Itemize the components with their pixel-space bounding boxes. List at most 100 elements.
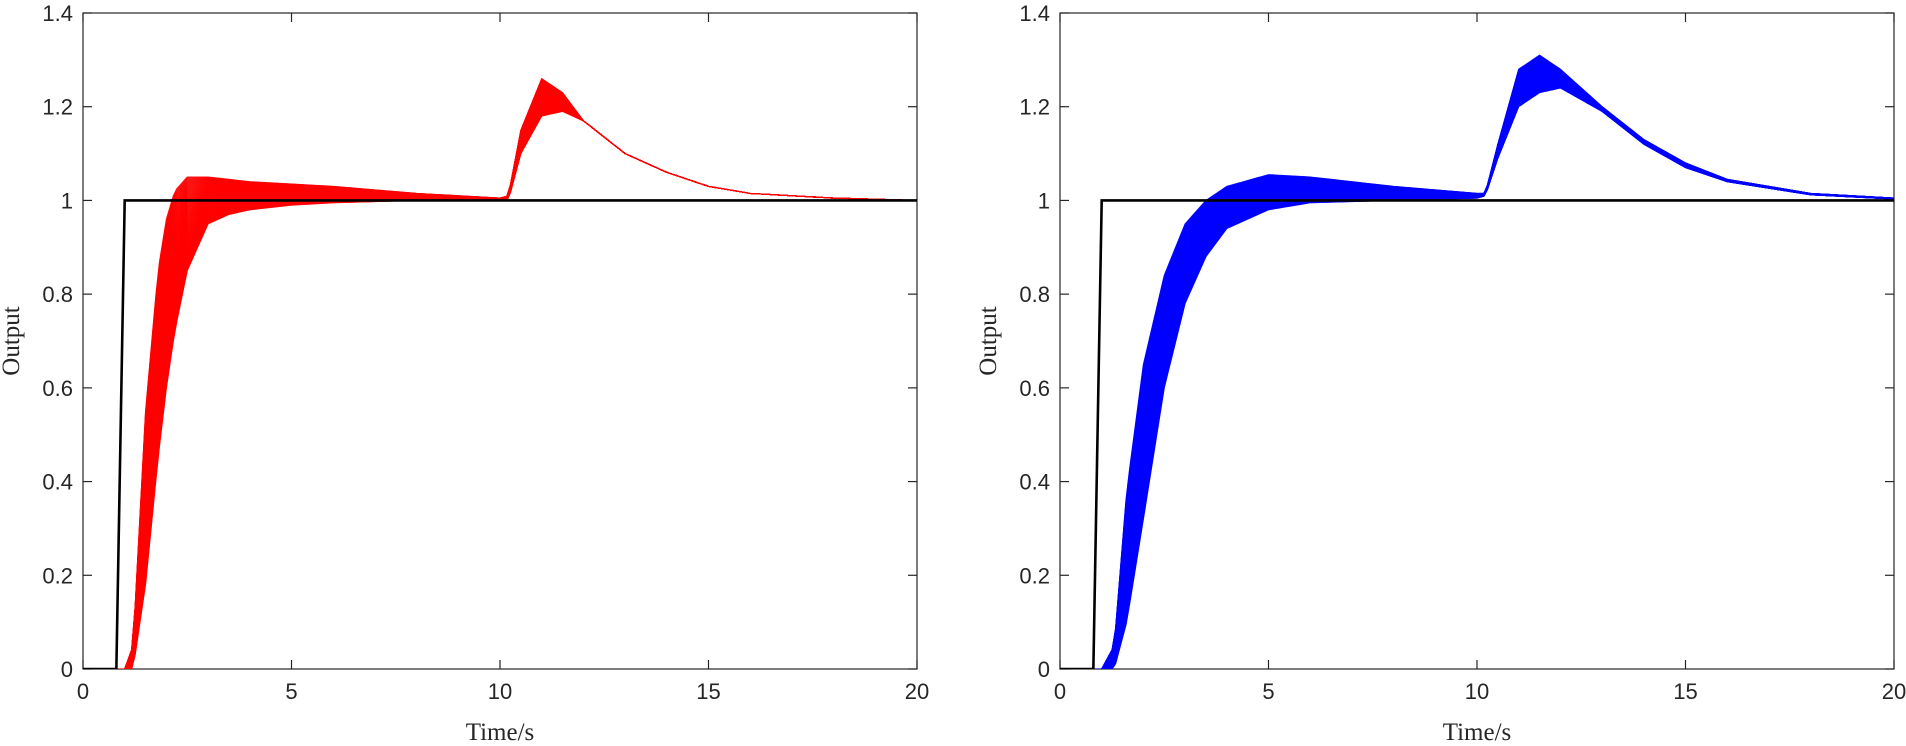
ensemble-curve <box>1060 67 1894 669</box>
ensemble-curve <box>1060 56 1894 669</box>
ensemble-curve <box>1060 79 1894 669</box>
ensemble-curve <box>1060 83 1894 669</box>
ensemble-curve <box>1060 57 1894 669</box>
plot-area <box>83 77 917 669</box>
x-tick-label: 15 <box>1673 679 1697 704</box>
y-tick-label: 0.6 <box>42 376 73 401</box>
ensemble-curve <box>1060 83 1894 669</box>
ensemble-curve <box>83 80 917 669</box>
ensemble-curve <box>1060 72 1894 669</box>
ensemble-curve <box>83 88 917 669</box>
left-plot-panel: 0 5 10 15 20 0 0.2 0.4 0.6 0.8 1 1.2 1.4 Time/s Output <box>0 1 929 746</box>
ensemble-curve <box>1060 78 1894 669</box>
y-axis-label: Output <box>975 306 1002 376</box>
ensemble-curve <box>1060 76 1894 669</box>
x-tick-label: 20 <box>905 679 929 704</box>
ensemble-curve <box>1060 81 1894 669</box>
ensemble-curve <box>1060 83 1894 669</box>
ensemble-curve <box>83 81 917 669</box>
ensemble-curve <box>83 78 917 669</box>
y-tick-label: 1 <box>1038 188 1050 213</box>
x-axis-label: Time/s <box>1443 719 1512 746</box>
y-tick-label: 0.2 <box>42 563 73 588</box>
ensemble-curve <box>1060 83 1894 669</box>
ensemble-curve <box>1060 65 1894 669</box>
ensemble-curve <box>1060 62 1894 669</box>
ensemble-curve <box>1060 68 1894 669</box>
ensemble-curve <box>1060 82 1894 669</box>
ensemble-curve <box>83 79 917 669</box>
ensemble-curve <box>83 81 917 669</box>
x-tick-label: 0 <box>1054 679 1066 704</box>
ensemble-curve <box>1060 85 1894 669</box>
ensemble-curve <box>1060 73 1894 669</box>
x-axis-label: Time/s <box>466 719 535 746</box>
axes-frame <box>1059 12 1895 670</box>
ensemble-curve <box>1060 62 1894 669</box>
ensemble-curve <box>1060 71 1894 669</box>
ensemble-curve <box>83 85 917 669</box>
ensemble-curve <box>83 85 917 669</box>
ensemble-curve <box>1060 75 1894 669</box>
x-tick-label: 0 <box>77 679 89 704</box>
ensemble-curve <box>83 79 917 669</box>
ensemble-curve <box>83 87 917 669</box>
ensemble-curve <box>1060 56 1894 669</box>
ensemble-curve <box>83 88 917 669</box>
y-axis-label: Output <box>0 306 25 376</box>
ensemble-curve <box>1060 77 1894 669</box>
ensemble-curve <box>1060 82 1894 669</box>
ensemble-curve <box>1060 75 1894 669</box>
ensemble-curve <box>1060 81 1894 669</box>
ensemble-curve <box>1060 84 1894 669</box>
ensemble-curve <box>1060 61 1894 669</box>
ensemble-curve <box>1060 60 1894 669</box>
ensemble-curve <box>1060 82 1894 669</box>
y-tick-label: 0 <box>1038 657 1050 682</box>
ensemble-curve <box>1060 87 1894 669</box>
ensemble-curve <box>83 84 917 669</box>
ensemble-curve <box>1060 86 1894 669</box>
ensemble-curve <box>1060 86 1894 669</box>
y-tick-label: 0.4 <box>42 470 73 495</box>
ensemble-curve <box>1060 65 1894 669</box>
ensemble-curve <box>1060 73 1894 669</box>
ensemble-curve <box>1060 85 1894 669</box>
ensemble-curve <box>1060 71 1894 669</box>
y-tick-label: 1.4 <box>42 1 73 26</box>
ensemble-curve <box>1060 69 1894 669</box>
ensemble-curve <box>1060 63 1894 669</box>
ensemble-curve <box>1060 83 1894 669</box>
ensemble-curve <box>1060 80 1894 669</box>
ensemble-curve <box>1060 66 1894 669</box>
ensemble-curve <box>1060 59 1894 669</box>
ensemble-curve <box>1060 70 1894 669</box>
ensemble-curve <box>1060 54 1894 669</box>
ensemble-curve <box>1060 86 1894 669</box>
reference-step-line <box>83 199 917 669</box>
ensemble-curve <box>1060 84 1894 669</box>
y-tick-label: 1 <box>61 188 73 213</box>
y-tick-label: 1.2 <box>42 95 73 120</box>
ensemble-curve <box>83 85 917 669</box>
ensemble-curve <box>1060 54 1894 669</box>
ensemble-curve <box>1060 85 1894 669</box>
ensemble-curve <box>1060 81 1894 669</box>
ensemble-curve <box>1060 72 1894 669</box>
ensemble-curve <box>1060 64 1894 669</box>
ensemble-curve <box>1060 73 1894 669</box>
ensemble-curve <box>1060 76 1894 669</box>
ensemble-curve <box>1060 56 1894 669</box>
y-tick-label: 0.4 <box>1019 470 1050 495</box>
ensemble-curve <box>1060 80 1894 669</box>
ensemble-curve <box>1060 86 1894 669</box>
ensemble-curve <box>83 77 917 669</box>
ensemble-curve <box>1060 61 1894 669</box>
ensemble-curve <box>1060 76 1894 669</box>
ensemble-curve <box>83 78 917 669</box>
ensemble-curve <box>1060 74 1894 669</box>
ensemble-curve <box>1060 55 1894 669</box>
ensemble-curve <box>1060 67 1894 669</box>
ensemble-curve <box>1060 75 1894 669</box>
